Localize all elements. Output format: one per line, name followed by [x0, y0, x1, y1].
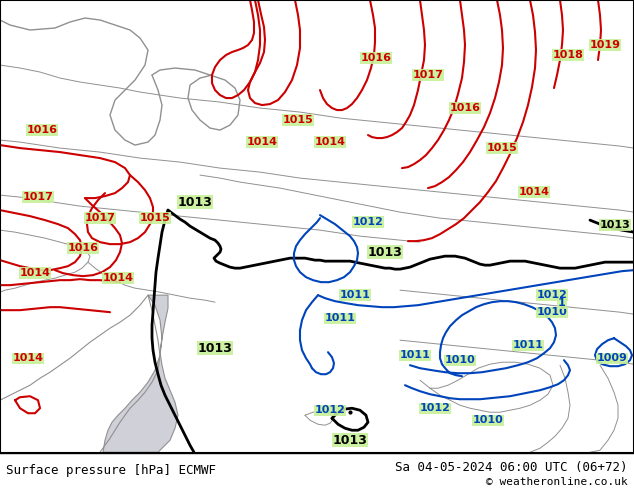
Text: Surface pressure [hPa] ECMWF: Surface pressure [hPa] ECMWF [6, 464, 216, 477]
Text: 1014: 1014 [13, 353, 44, 363]
Text: 1014: 1014 [20, 268, 51, 278]
Text: 1: 1 [558, 298, 566, 308]
Text: 1017: 1017 [413, 70, 443, 80]
Text: 1011: 1011 [340, 290, 370, 300]
Text: 1009: 1009 [597, 353, 628, 363]
Text: 1019: 1019 [590, 40, 621, 50]
Text: 1010: 1010 [472, 415, 503, 425]
Text: 1015: 1015 [487, 143, 517, 153]
Text: 1018: 1018 [553, 50, 583, 60]
Text: 1010: 1010 [536, 307, 567, 317]
Text: 1013: 1013 [600, 220, 630, 230]
Text: 1016: 1016 [27, 125, 58, 135]
Text: 1013: 1013 [333, 434, 368, 447]
Text: 1012: 1012 [536, 290, 567, 300]
Text: 1012: 1012 [314, 405, 346, 415]
Text: 1011: 1011 [512, 340, 543, 350]
Text: 1015: 1015 [139, 213, 171, 223]
Text: 1014: 1014 [519, 187, 550, 197]
Text: 1015: 1015 [283, 115, 313, 125]
Text: 1011: 1011 [399, 350, 430, 360]
Text: 1014: 1014 [103, 273, 134, 283]
Text: Sa 04-05-2024 06:00 UTC (06+72): Sa 04-05-2024 06:00 UTC (06+72) [395, 462, 628, 474]
Text: 1011: 1011 [325, 313, 356, 323]
Text: 1016: 1016 [450, 103, 481, 113]
Text: 1012: 1012 [353, 217, 384, 227]
Polygon shape [103, 295, 178, 452]
Text: 1013: 1013 [178, 196, 212, 209]
Text: 1014: 1014 [314, 137, 346, 147]
Text: © weatheronline.co.uk: © weatheronline.co.uk [486, 477, 628, 487]
Text: 1016: 1016 [67, 243, 98, 253]
Text: 1013: 1013 [198, 342, 233, 355]
Text: 1016: 1016 [361, 53, 392, 63]
Text: 1014: 1014 [247, 137, 278, 147]
Text: 1010: 1010 [444, 355, 476, 365]
Text: 1012: 1012 [420, 403, 450, 413]
Text: 1017: 1017 [84, 213, 115, 223]
Text: 1013: 1013 [368, 245, 403, 259]
Text: 1017: 1017 [23, 192, 53, 202]
